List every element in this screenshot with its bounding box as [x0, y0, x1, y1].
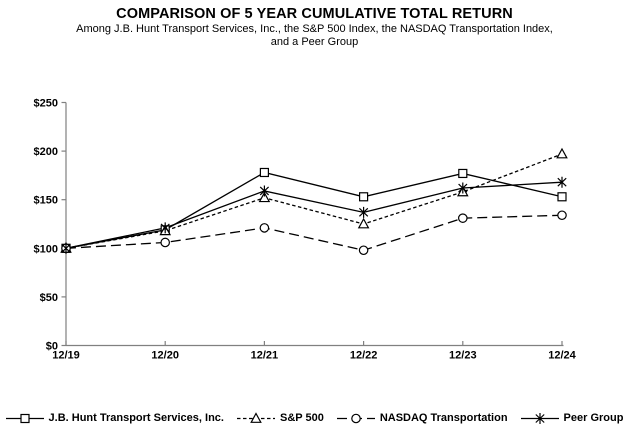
star-marker-icon: [358, 206, 369, 218]
chart-title: COMPARISON OF 5 YEAR CUMULATIVE TOTAL RE…: [116, 6, 513, 22]
legend-label: Peer Group: [563, 412, 624, 424]
x-axis-label: 12/23: [449, 350, 477, 362]
series-j-b-hunt-transport-services-inc-line: [65, 171, 563, 249]
chart-subtitle-line1: Among J.B. Hunt Transport Services, Inc.…: [76, 23, 553, 35]
x-axis-label: 12/22: [350, 350, 378, 362]
square-marker-icon: [259, 167, 269, 178]
square-marker-icon: [458, 168, 468, 179]
x-axis-label: 12/24: [548, 350, 576, 362]
chart-legend: J.B. Hunt Transport Services, Inc. S&P 50…: [0, 406, 629, 430]
axes: $0 $50 $100 $150 $200 $250 12/19 12/20 12/21 12/2…: [34, 98, 577, 362]
star-marker-icon: [458, 182, 468, 194]
series-line: [65, 214, 563, 251]
x-axis-label: 12/19: [52, 350, 80, 362]
series-peer-group-markers: [61, 176, 567, 254]
square-marker-icon: [557, 192, 567, 202]
x-axis-label: 12/20: [151, 350, 179, 362]
triangle-marker-icon: [556, 147, 568, 159]
chart-header: COMPARISON OF 5 YEAR CUMULATIVE TOTAL RE…: [0, 6, 629, 49]
series-line: [65, 181, 563, 249]
y-axis-label: $200: [34, 146, 58, 158]
y-axis-label: $150: [34, 195, 58, 207]
circle-marker-icon: [160, 237, 170, 248]
legend-label: S&P 500: [279, 412, 324, 424]
series-nasdaq-transportation-line: [65, 214, 563, 251]
triangle-marker-icon: [357, 217, 370, 229]
star-marker-icon: [534, 412, 545, 424]
chart-subtitle-line2: and a Peer Group: [270, 36, 359, 48]
triangle-marker-icon: [250, 411, 262, 423]
star-marker-icon: [557, 176, 567, 188]
legend-item-nasdaq-transportation: NASDAQ Transportation: [336, 412, 508, 425]
legend-label: NASDAQ Transportation: [379, 412, 508, 424]
circle-marker-icon: [351, 413, 361, 423]
y-axis-label: $100: [34, 243, 58, 255]
legend-label: J.B. Hunt Transport Services, Inc.: [48, 412, 224, 424]
series-line: [65, 171, 563, 249]
star-marker-icon: [259, 185, 270, 197]
star-marker-icon: [160, 222, 170, 234]
series-j-b-hunt-transport-services-inc-markers: [61, 167, 567, 253]
legend-key-j-b-hunt-transport-services-inc: [5, 413, 44, 423]
series-nasdaq-transportation-markers: [61, 210, 567, 256]
x-axis-label: 12/21: [251, 350, 279, 362]
circle-marker-icon: [557, 210, 567, 221]
circle-marker-icon: [358, 245, 369, 256]
series-s-p-500-markers: [60, 147, 568, 253]
legend-item-j-b-hunt-transport-services-inc: J.B. Hunt Transport Services, Inc.: [5, 412, 224, 425]
star-marker-icon: [61, 242, 71, 254]
legend-key-s-p-500: [236, 411, 275, 423]
square-marker-icon: [359, 192, 369, 202]
triangle-marker-icon: [258, 191, 271, 203]
circle-marker-icon: [457, 213, 468, 223]
y-axis-label: $250: [34, 98, 58, 110]
square-marker-icon: [19, 413, 30, 423]
series-peer-group-line: [65, 181, 563, 249]
legend-item-s-p-500: S&P 500: [236, 411, 324, 425]
circle-marker-icon: [259, 223, 270, 233]
y-axis-label: $0: [46, 341, 58, 353]
y-axis-label: $50: [40, 292, 58, 304]
legend-item-peer-group: Peer Group: [520, 412, 624, 425]
legend-key-peer-group: [520, 412, 559, 424]
legend-key-nasdaq-transportation: [336, 413, 375, 423]
